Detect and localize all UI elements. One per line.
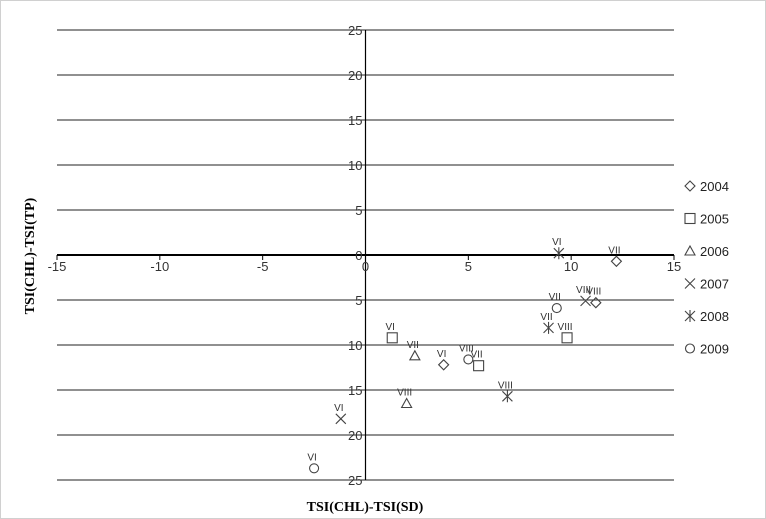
data-point-label: VIII: [576, 285, 591, 296]
legend-label: 2007: [700, 277, 729, 292]
legend-label: 2005: [700, 212, 729, 227]
legend-marker-2009: [684, 343, 696, 354]
data-point-2006: [408, 349, 421, 361]
y-tick-label: 5: [355, 203, 362, 218]
data-point-label: VII: [540, 312, 552, 323]
data-point-2006: [400, 397, 413, 409]
legend-marker-2006: [684, 244, 696, 256]
data-point-2005: [386, 332, 398, 344]
data-point-label: VIII: [498, 380, 513, 391]
data-point-label: VII: [608, 245, 620, 256]
data-point-label: VII: [407, 340, 419, 351]
y-tick-label: 25: [348, 23, 362, 38]
data-point-2007: [580, 295, 591, 307]
legend-label: 2006: [700, 244, 729, 259]
data-point-label: VI: [386, 322, 395, 333]
legend-label: 2008: [700, 309, 729, 324]
y-tick-label: 15: [348, 383, 362, 398]
x-axis-title: TSI(CHL)-TSI(SD): [307, 500, 424, 515]
data-point-label: VI: [334, 403, 343, 414]
data-point-label: VII: [470, 350, 482, 361]
data-point-label: VI: [307, 452, 316, 463]
y-tick-label: 10: [348, 338, 362, 353]
data-point-2004: [437, 359, 450, 371]
data-point-label: VIII: [558, 322, 573, 333]
y-tick-label: 20: [348, 428, 362, 443]
data-point-2009: [309, 463, 320, 474]
data-point-2009: [463, 354, 474, 365]
data-point-label: VI: [437, 349, 446, 360]
legend-label: 2004: [700, 179, 729, 194]
y-tick-label: 25: [348, 473, 362, 488]
y-tick-label: 0: [355, 248, 362, 263]
y-tick-label: 20: [348, 68, 362, 83]
data-point-2009: [551, 303, 562, 314]
data-point-label: VIII: [459, 343, 474, 354]
data-point-2005: [473, 360, 485, 372]
legend-marker-2004: [684, 180, 696, 192]
x-tick-label: -15: [48, 259, 67, 274]
y-tick-label: 10: [348, 158, 362, 173]
data-point-label: VI: [552, 237, 561, 248]
y-axis-title: TSI(CHL)-TSI(TP): [23, 197, 38, 314]
axes: [56, 30, 675, 480]
data-point-label: VIII: [586, 287, 601, 298]
x-tick-label: -5: [257, 259, 269, 274]
x-tick-label: 10: [564, 259, 578, 274]
y-tick-labels: 25 20 15 10 5 0 5 10 15 20 25: [348, 23, 362, 488]
y-tick-label: 15: [348, 113, 362, 128]
legend-marker-2008: [684, 310, 696, 322]
x-tick-label: 0: [362, 259, 369, 274]
x-tick-label: -10: [150, 259, 169, 274]
data-point-2005: [561, 332, 573, 344]
x-tick-label: 15: [667, 259, 681, 274]
data-point-2008: [502, 390, 513, 403]
data-point-2008: [543, 321, 554, 334]
data-point-2004: [590, 296, 602, 309]
x-tick-label: 5: [465, 259, 472, 274]
data-point-label: VII: [549, 292, 561, 303]
x-tick-labels: -15 -10 -5 0 5 10 15: [48, 259, 682, 274]
legend: 2004 2005 2006 2007 2008 2009: [684, 179, 729, 357]
legend-marker-2005: [684, 212, 696, 225]
legend-label: 2009: [700, 342, 729, 357]
y-tick-label: 5: [355, 293, 362, 308]
legend-marker-2007: [684, 278, 696, 289]
data-point-2008: [553, 247, 565, 260]
data-point-2007: [335, 413, 347, 425]
data-point-2004: [610, 255, 623, 268]
data-point-label: VIII: [397, 388, 412, 399]
